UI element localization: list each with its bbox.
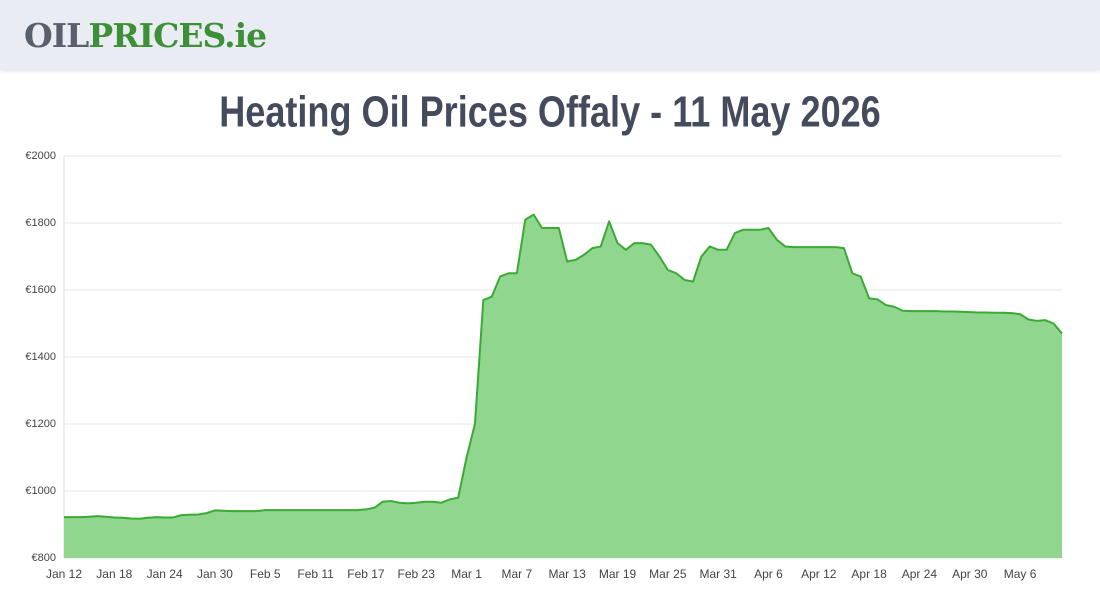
header: OILPRICES.ie (0, 0, 1100, 70)
logo-text: .ie (224, 16, 267, 55)
x-tick-label: Apr 30 (952, 567, 988, 581)
x-tick-label: Mar 7 (502, 567, 533, 581)
x-tick-label: Mar 25 (649, 567, 687, 581)
logo-text: OIL (24, 16, 89, 55)
x-tick-label: Mar 31 (699, 567, 737, 581)
y-tick-label: €1600 (25, 284, 56, 296)
y-tick-label: €1800 (25, 217, 56, 229)
logo[interactable]: OILPRICES.ie (24, 16, 267, 55)
y-tick-label: €1200 (25, 418, 56, 430)
y-tick-label: €800 (32, 552, 56, 564)
x-tick-label: Feb 23 (398, 567, 436, 581)
x-tick-label: Jan 18 (96, 567, 132, 581)
logo-text: PRICES (88, 16, 225, 55)
x-tick-label: Jan 12 (46, 567, 82, 581)
x-tick-label: Feb 17 (347, 567, 385, 581)
x-tick-label: Mar 13 (549, 567, 587, 581)
x-tick-label: Mar 19 (599, 567, 637, 581)
area-fill (64, 214, 1062, 558)
x-tick-label: Apr 18 (851, 567, 887, 581)
x-tick-label: Mar 1 (451, 567, 482, 581)
x-tick-label: May 6 (1004, 567, 1037, 581)
y-tick-label: €2000 (25, 150, 56, 162)
x-tick-label: Apr 24 (902, 567, 938, 581)
line (64, 213, 1063, 520)
y-tick-label: €1000 (25, 485, 56, 497)
x-tick-label: Apr 6 (754, 567, 783, 581)
x-tick-label: Jan 30 (197, 567, 233, 581)
x-tick-label: Jan 24 (147, 567, 183, 581)
x-tick-label: Feb 11 (297, 567, 334, 581)
chart-title: Heating Oil Prices Offaly - 11 May 2026 (219, 87, 881, 136)
x-tick-label: Apr 12 (801, 567, 837, 581)
y-tick-label: €1400 (25, 351, 56, 363)
x-tick-label: Feb 5 (250, 567, 281, 581)
